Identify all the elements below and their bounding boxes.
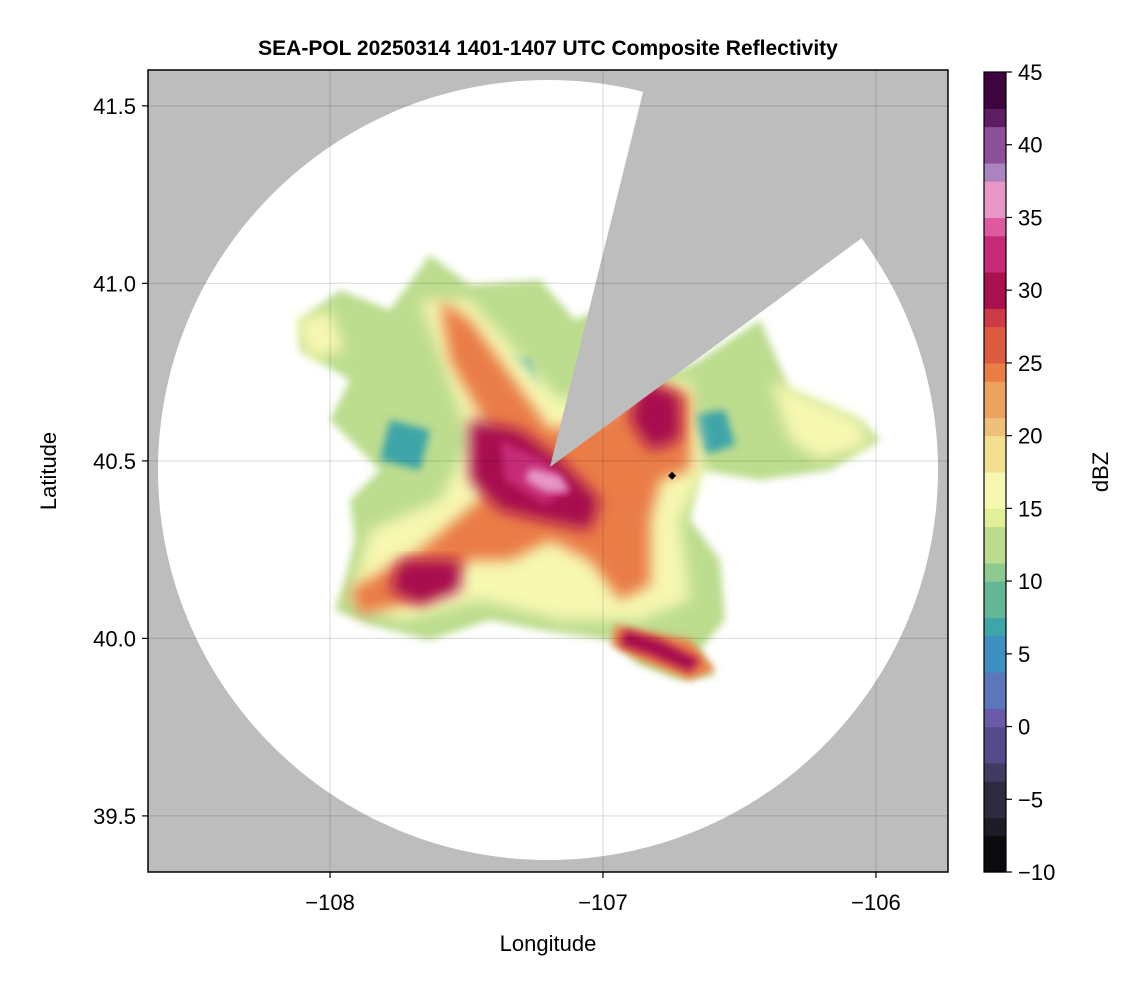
colorbar-level (984, 472, 1006, 491)
grid-lines (148, 70, 948, 872)
colorbar-level (984, 508, 1006, 528)
x-tick-label: −106 (851, 890, 901, 915)
x-tick-label: −107 (578, 890, 628, 915)
colorbar-tick-label: 20 (1018, 424, 1042, 449)
echo-region (690, 410, 735, 455)
echo-region (620, 630, 700, 672)
colorbar-level (984, 308, 1006, 328)
colorbar-level (984, 690, 1006, 709)
colorbar-tick-label: 15 (1018, 496, 1042, 521)
colorbar-level (984, 144, 1006, 164)
x-axis-label: Longitude (500, 931, 597, 956)
colorbar-level (984, 799, 1006, 819)
colorbar-level (984, 781, 1006, 800)
y-axis-label: Latitude (36, 432, 61, 510)
x-tick-label: −108 (305, 890, 355, 915)
colorbar-level (984, 381, 1006, 400)
colorbar-level (984, 726, 1006, 746)
colorbar-level (984, 72, 1006, 91)
colorbar-level (984, 126, 1006, 146)
colorbar-level (984, 490, 1006, 509)
colorbar-level (984, 362, 1006, 382)
y-tick-label: 40.0 (93, 626, 136, 651)
colorbar-level (984, 199, 1006, 219)
colorbar-level (984, 835, 1006, 855)
colorbar-level (984, 544, 1006, 564)
colorbar-level (984, 817, 1006, 837)
colorbar-label: dBZ (1088, 452, 1113, 492)
colorbar-level (984, 562, 1006, 582)
colorbar-level (984, 399, 1006, 419)
colorbar-level (984, 90, 1006, 109)
echo-region (770, 380, 870, 460)
reflectivity-field (295, 255, 880, 680)
echo-region (295, 310, 345, 360)
colorbar-level (984, 453, 1006, 473)
plot-frame (147, 69, 949, 873)
colorbar-level (984, 853, 1006, 873)
colorbar-tick-label: 35 (1018, 205, 1042, 230)
y-tick-label: 39.5 (93, 804, 136, 829)
colorbar-tick-label: −10 (1018, 860, 1055, 885)
colorbar-level (984, 108, 1006, 128)
colorbar-level (984, 435, 1006, 455)
echo-region (390, 560, 460, 605)
colorbar-tick-label: −5 (1018, 787, 1043, 812)
colorbar-level (984, 581, 1006, 600)
colorbar-level (984, 708, 1006, 728)
colorbar-level (984, 599, 1006, 619)
y-tick-label: 41.0 (93, 271, 136, 296)
colorbar-tick-label: 40 (1018, 133, 1042, 158)
colorbar-level (984, 526, 1006, 546)
echo-region (380, 420, 430, 470)
colorbar-tick-label: 0 (1018, 715, 1030, 740)
colorbar-level (984, 344, 1006, 364)
colorbar: −10 −5 0 5 10 15 20 25 30 35 40 45 (983, 60, 1055, 885)
colorbar-level (984, 253, 1006, 273)
chart-title: SEA-POL 20250314 1401-1407 UTC Composite… (258, 37, 838, 60)
colorbar-tick-label: 5 (1018, 642, 1030, 667)
colorbar-level (984, 417, 1006, 437)
colorbar-level (984, 762, 1006, 782)
colorbar-level (984, 617, 1006, 637)
colorbar-level (984, 217, 1006, 237)
colorbar-tick-label: 30 (1018, 278, 1042, 303)
colorbar-level (984, 326, 1006, 346)
colorbar-tick-label: 10 (1018, 569, 1042, 594)
colorbar-level (984, 235, 1006, 255)
y-tick-label: 40.5 (93, 449, 136, 474)
colorbar-level (984, 744, 1006, 764)
station-marker (668, 471, 677, 480)
colorbar-tick-label: 25 (1018, 351, 1042, 376)
blocked-sector (550, 70, 948, 467)
colorbar-frame (983, 71, 1007, 873)
colorbar-level (984, 653, 1006, 673)
colorbar-level (984, 635, 1006, 655)
colorbar-level (984, 290, 1006, 309)
colorbar-tick-label: 45 (1018, 60, 1042, 85)
colorbar-level (984, 672, 1006, 691)
echo-region (525, 468, 570, 492)
y-tick-label: 41.5 (93, 94, 136, 119)
colorbar-level (984, 162, 1006, 182)
colorbar-level (984, 272, 1006, 291)
colorbar-level (984, 181, 1006, 200)
